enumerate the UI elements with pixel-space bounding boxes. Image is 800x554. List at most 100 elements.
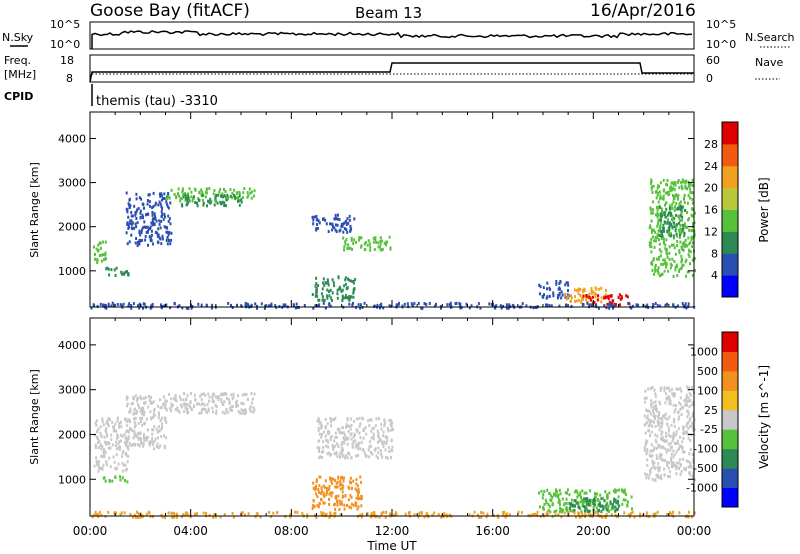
- data-cell: [331, 444, 334, 447]
- data-cell: [99, 442, 102, 446]
- data-cell: [668, 389, 671, 393]
- time-axis-title: Time UT: [366, 539, 417, 553]
- data-cell: [607, 506, 610, 510]
- data-cell: [119, 445, 121, 449]
- data-cell: [390, 448, 393, 452]
- data-cell: [393, 513, 396, 517]
- data-cell: [477, 516, 480, 519]
- data-cell: [336, 427, 339, 431]
- data-cell: [558, 488, 561, 492]
- data-cell: [374, 515, 377, 519]
- data-cell: [208, 513, 211, 517]
- data-cell: [657, 445, 660, 449]
- data-cell: [333, 452, 336, 456]
- data-cell: [110, 304, 113, 308]
- data-cell: [667, 190, 670, 194]
- data-cell: [621, 296, 623, 300]
- data-cell: [687, 465, 690, 469]
- data-cell: [635, 303, 638, 307]
- data-cell: [142, 408, 145, 412]
- data-cell: [362, 429, 365, 433]
- data-cell: [681, 187, 684, 191]
- data-cell: [135, 225, 138, 229]
- data-cell: [596, 512, 599, 516]
- data-cell: [284, 303, 287, 307]
- data-cell: [125, 453, 128, 457]
- data-cell: [677, 417, 680, 421]
- data-cell: [151, 223, 154, 227]
- data-cell: [614, 513, 617, 517]
- data-cell: [673, 246, 676, 250]
- data-cell: [325, 438, 328, 442]
- data-cell: [672, 403, 675, 407]
- data-cell: [112, 429, 115, 433]
- data-cell: [610, 513, 613, 517]
- data-cell: [126, 445, 129, 449]
- data-cell: [591, 515, 594, 519]
- data-cell: [664, 247, 667, 251]
- data-cell: [620, 294, 623, 298]
- data-cell: [582, 504, 585, 508]
- data-cell: [127, 436, 130, 440]
- data-cell: [684, 302, 687, 306]
- data-cell: [161, 207, 164, 210]
- data-cell: [582, 297, 585, 301]
- data-cell: [161, 422, 163, 426]
- data-cell: [350, 236, 353, 240]
- data-cell: [93, 245, 95, 249]
- data-cell: [679, 208, 682, 212]
- data-cell: [130, 402, 133, 406]
- data-cell: [160, 242, 163, 246]
- data-cell: [403, 302, 406, 306]
- data-cell: [686, 400, 689, 403]
- data-cell: [581, 489, 584, 493]
- data-cell: [658, 413, 660, 417]
- data-cell: [342, 479, 345, 483]
- data-cell: [93, 304, 96, 307]
- data-cell: [165, 399, 168, 403]
- data-cell: [371, 452, 374, 456]
- data-cell: [580, 296, 583, 300]
- data-cell: [312, 218, 315, 222]
- data-cell: [147, 405, 150, 409]
- data-cell: [270, 515, 273, 519]
- data-cell: [591, 303, 593, 307]
- data-cell: [670, 452, 673, 456]
- data-cell: [151, 206, 154, 210]
- data-cell: [351, 445, 354, 449]
- data-cell: [660, 446, 663, 449]
- data-cell: [604, 293, 607, 297]
- data-cell: [213, 513, 216, 517]
- data-cell: [369, 248, 372, 252]
- data-cell: [573, 511, 576, 515]
- data-cell: [676, 304, 679, 308]
- data-cell: [340, 446, 343, 450]
- data-cell: [650, 419, 653, 423]
- data-cell: [152, 205, 155, 209]
- data-cell: [102, 463, 105, 467]
- data-cell: [339, 513, 342, 517]
- data-cell: [659, 387, 662, 391]
- data-cell: [547, 513, 549, 517]
- data-cell: [676, 195, 679, 199]
- data-cell: [684, 225, 687, 229]
- data-cell: [229, 408, 232, 412]
- data-cell: [559, 506, 562, 510]
- data-cell: [348, 424, 351, 428]
- data-cell: [125, 191, 128, 195]
- data-cell: [133, 204, 136, 208]
- data-cell: [125, 397, 128, 401]
- data-cell: [320, 497, 322, 501]
- data-cell: [220, 398, 223, 401]
- data-cell: [397, 303, 400, 307]
- data-cell: [345, 437, 348, 441]
- data-cell: [206, 204, 208, 208]
- data-cell: [664, 203, 666, 207]
- data-cell: [662, 458, 665, 462]
- data-cell: [661, 232, 664, 236]
- data-cell: [170, 231, 173, 235]
- data-cell: [485, 515, 488, 519]
- data-cell: [654, 438, 657, 442]
- data-cell: [659, 222, 662, 226]
- data-cell: [212, 400, 215, 404]
